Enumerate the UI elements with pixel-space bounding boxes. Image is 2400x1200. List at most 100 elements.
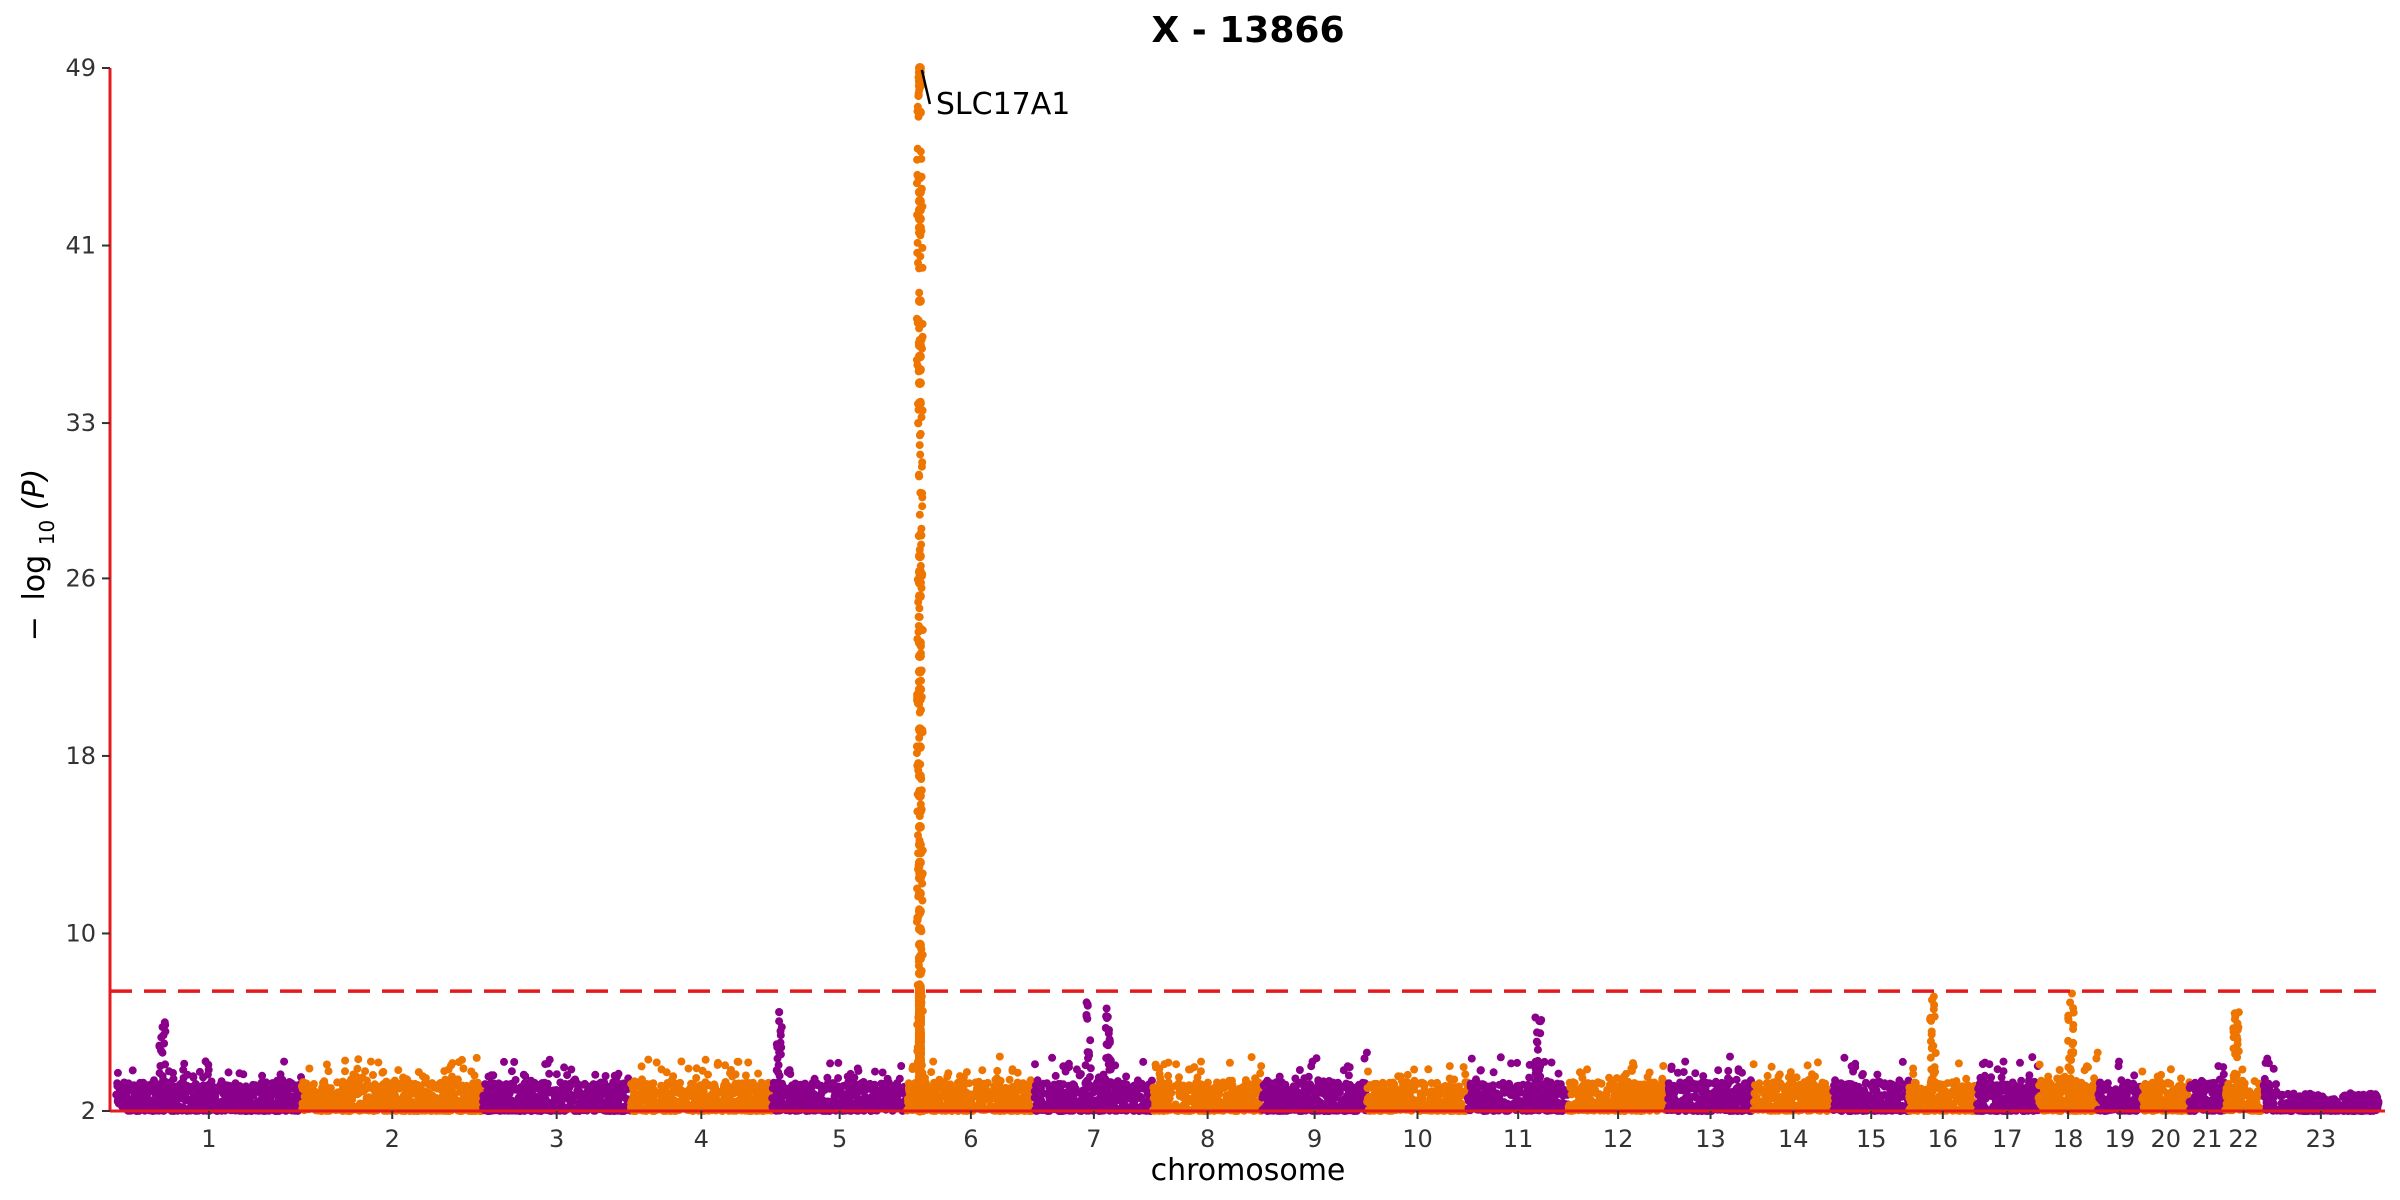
snp-point [285,1078,294,1086]
snp-point [305,1064,314,1073]
snp-point [513,1097,522,1106]
snp-point [783,1068,792,1077]
snp-point [834,1058,843,1067]
snp-point [1461,1070,1470,1079]
snp-point [1300,1088,1309,1096]
snp-point [560,1063,569,1072]
snp-point [177,1085,186,1094]
snp-point [1209,1091,1218,1100]
snp-point [262,1078,271,1087]
snp-point [1001,1083,1010,1092]
snp-point [567,1065,576,1074]
snp-point [830,1092,839,1101]
snp-point [1172,1060,1181,1069]
snp-point [886,1090,895,1099]
snp-point [1101,1075,1110,1084]
snp-point [1450,1087,1459,1096]
snp-point [605,1087,614,1096]
snp-point [734,1057,743,1066]
snp-point [1417,1091,1425,1100]
snp-point [491,1089,500,1097]
snp-point [1511,1087,1520,1096]
snp-point [589,1089,598,1098]
snp-point [1293,1094,1302,1103]
snp-point [191,1080,200,1088]
snp-point [212,1101,221,1110]
snp-point [453,1096,462,1105]
snp-point [1102,1054,1111,1063]
snp-point [508,1079,517,1088]
snp-point [158,1099,167,1108]
snp-point [1140,1084,1149,1093]
snp-point [775,1008,784,1017]
snp-point [1156,1073,1165,1082]
snp-point [989,1086,998,1095]
snp-point [755,1083,763,1092]
snp-point [678,1093,687,1102]
snp-point [662,1081,671,1090]
snp-point [1319,1100,1328,1108]
snp-point [657,1091,665,1100]
snp-point [1533,1038,1542,1047]
snp-point [707,1090,716,1099]
snp-point [630,1082,639,1091]
snp-point [788,1081,797,1090]
points-layer [112,63,2383,1116]
snp-point [1534,1099,1542,1108]
snp-point [1151,1060,1160,1069]
snp-point [1306,1080,1314,1089]
snp-point [359,1087,368,1096]
snp-point [772,1040,781,1049]
snp-point [556,1097,565,1106]
snp-point [543,1086,552,1095]
snp-point [1086,1064,1095,1073]
snp-point [914,612,923,621]
snp-point [1516,1097,1525,1106]
snp-point [662,1068,671,1077]
snp-point [403,1075,412,1084]
snp-point [943,1072,952,1081]
snp-point [1282,1085,1291,1093]
snp-point [1500,1088,1509,1097]
snp-point [915,604,924,613]
snp-point [957,1091,966,1100]
snp-point [161,1060,170,1069]
snp-point [1450,1075,1459,1084]
snp-point [871,1087,879,1096]
snp-point [913,238,922,247]
snp-point [864,1096,872,1105]
snp-point [913,761,922,770]
snp-point [637,1090,646,1099]
snp-point [721,1078,730,1086]
snp-point [414,1087,423,1096]
snp-point [775,1071,784,1080]
snp-point [469,1079,478,1088]
snp-point [1174,1079,1183,1088]
snp-point [278,1075,287,1084]
snp-point [362,1076,371,1085]
snp-point [489,1071,498,1080]
snp-point [1156,1081,1165,1090]
snp-point [379,1080,388,1089]
snp-point [879,1083,888,1091]
snp-point [561,1080,570,1088]
snp-point [1291,1074,1300,1083]
snp-point [698,1066,707,1075]
snp-point [337,1092,346,1101]
snp-point [1198,1094,1207,1103]
snp-point [321,1082,330,1091]
snp-point [155,1092,164,1101]
snp-point [937,1078,946,1087]
snp-point [705,1097,714,1106]
snp-point [914,92,923,101]
snp-point [676,1078,685,1087]
snp-point [1477,1091,1486,1100]
snp-point [875,1102,884,1111]
snp-point [354,1055,363,1064]
snp-point [347,1079,356,1088]
snp-point [1405,1090,1414,1099]
snp-point [201,1057,210,1066]
snp-point [1213,1078,1221,1087]
snp-point [692,1064,701,1073]
